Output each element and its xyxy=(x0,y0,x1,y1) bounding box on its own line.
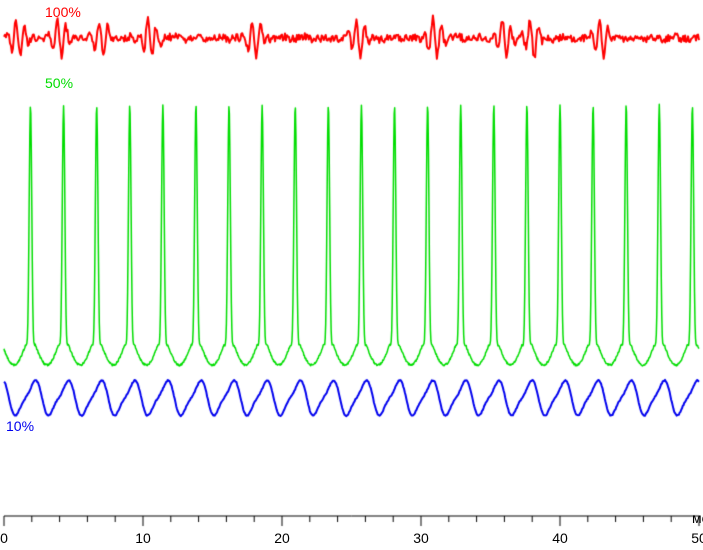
x-tick-label: 20 xyxy=(274,530,290,546)
x-tick-label: 30 xyxy=(413,530,429,546)
x-tick-label: 40 xyxy=(552,530,568,546)
trace-label-100: 100% xyxy=(45,4,81,20)
trace-label-50: 50% xyxy=(45,75,73,91)
x-axis-unit: мс xyxy=(692,510,703,526)
x-tick-label: 0 xyxy=(0,530,8,546)
trace-label-10: 10% xyxy=(6,418,34,434)
waveform-canvas xyxy=(0,0,703,550)
x-tick-label: 10 xyxy=(135,530,151,546)
x-tick-label: 50 xyxy=(691,530,703,546)
